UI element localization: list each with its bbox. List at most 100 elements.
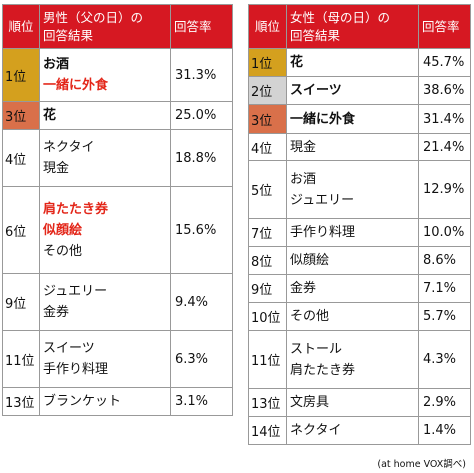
item-text: ストール — [290, 341, 343, 357]
table-row: 13位 文房具 2.9% — [248, 388, 471, 417]
rate-cell: 12.9% — [418, 160, 471, 219]
table-row: 6位 肩たたき券 似顔絵 その他 15.6% — [2, 186, 233, 274]
rank-cell: 11位 — [248, 330, 287, 389]
rank-cell: 13位 — [248, 388, 287, 417]
rank-cell: 4位 — [248, 133, 287, 161]
title-line-2: 回答結果 — [43, 27, 94, 43]
item-cell: ネクタイ — [286, 416, 419, 445]
item-cell: ネクタイ 現金 — [39, 129, 171, 187]
table-header-row: 順位 男性（父の日）の 回答結果 回答率 — [2, 4, 233, 49]
father-day-results-table: 順位 男性（父の日）の 回答結果 回答率 1位 お酒 一緒に外食 31.3% 3… — [2, 4, 233, 416]
item-text: お酒 — [290, 171, 317, 187]
rank-cell: 11位 — [2, 330, 40, 388]
rank-cell: 5位 — [248, 160, 287, 219]
item-text: 金券 — [43, 305, 70, 320]
title-line-2: 回答結果 — [290, 27, 341, 43]
table-row: 7位 手作り料理 10.0% — [248, 218, 471, 247]
title-line-1: 女性（母の日）の — [290, 9, 391, 25]
item-text: 肩たたき券 — [43, 201, 109, 217]
rank-cell: 2位 — [248, 76, 287, 105]
item-cell: 似顔絵 — [286, 246, 419, 275]
rate-cell: 2.9% — [418, 388, 471, 417]
rank-cell: 6位 — [2, 186, 40, 274]
rank-cell: 1位 — [2, 48, 40, 102]
rate-header: 回答率 — [170, 4, 233, 49]
rate-cell: 7.1% — [418, 274, 471, 303]
rate-cell: 18.8% — [170, 129, 233, 187]
item-text: 一緒に外食 — [43, 78, 109, 93]
item-text: スイーツ — [43, 341, 95, 356]
title-header: 男性（父の日）の 回答結果 — [39, 4, 171, 49]
table-row: 1位 花 45.7% — [248, 48, 471, 77]
table-header-row: 順位 女性（母の日）の 回答結果 回答率 — [248, 4, 471, 49]
title-line-1: 男性（父の日）の — [43, 9, 144, 25]
item-cell: 花 — [39, 101, 171, 130]
item-text: ジュエリー — [43, 284, 108, 299]
item-text: お酒 — [43, 57, 70, 72]
rate-cell: 21.4% — [418, 133, 471, 161]
rate-cell: 6.3% — [170, 330, 233, 388]
rate-cell: 9.4% — [170, 273, 233, 331]
table-row: 4位 ネクタイ 現金 18.8% — [2, 129, 233, 187]
item-cell: 金券 — [286, 274, 419, 303]
table-row: 2位 スイーツ 38.6% — [248, 76, 471, 105]
item-cell: スイーツ — [286, 76, 419, 105]
item-text: ネクタイ — [43, 140, 95, 155]
rank-cell: 1位 — [248, 48, 287, 77]
item-cell: 一緒に外食 — [286, 104, 419, 134]
title-header: 女性（母の日）の 回答結果 — [286, 4, 419, 49]
item-cell: ジュエリー 金券 — [39, 273, 171, 331]
rate-cell: 31.4% — [418, 104, 471, 134]
item-cell: 手作り料理 — [286, 218, 419, 247]
rank-cell: 3位 — [248, 104, 287, 134]
item-cell: 文房具 — [286, 388, 419, 417]
rate-cell: 4.3% — [418, 330, 471, 389]
rate-header: 回答率 — [418, 4, 471, 49]
source-credit: (at home VOX調べ) — [377, 459, 466, 470]
table-row: 14位 ネクタイ 1.4% — [248, 416, 471, 445]
rank-header: 順位 — [248, 4, 287, 49]
rate-cell: 45.7% — [418, 48, 471, 77]
item-cell: スイーツ 手作り料理 — [39, 330, 171, 388]
item-cell: ブランケット — [39, 387, 171, 416]
table-row: 3位 花 25.0% — [2, 101, 233, 130]
table-row: 4位 現金 21.4% — [248, 133, 471, 161]
table-row: 1位 お酒 一緒に外食 31.3% — [2, 48, 233, 102]
item-cell: 花 — [286, 48, 419, 77]
rate-cell: 31.3% — [170, 48, 233, 102]
item-text: 手作り料理 — [43, 362, 109, 377]
rate-cell: 3.1% — [170, 387, 233, 416]
item-text: 現金 — [43, 161, 70, 176]
item-cell: その他 — [286, 302, 419, 331]
table-row: 5位 お酒 ジュエリー 12.9% — [248, 160, 471, 219]
table-row: 11位 スイーツ 手作り料理 6.3% — [2, 330, 233, 388]
rank-header: 順位 — [2, 4, 40, 49]
rate-cell: 1.4% — [418, 416, 471, 445]
mother-day-results-table: 順位 女性（母の日）の 回答結果 回答率 1位 花 45.7% 2位 スイーツ … — [248, 4, 471, 445]
rank-cell: 9位 — [2, 273, 40, 331]
rank-cell: 7位 — [248, 218, 287, 247]
rank-cell: 10位 — [248, 302, 287, 331]
rate-cell: 10.0% — [418, 218, 471, 247]
item-text: ジュエリー — [290, 192, 355, 208]
rate-cell: 15.6% — [170, 186, 233, 274]
item-text: 似顔絵 — [43, 222, 83, 238]
rate-cell: 8.6% — [418, 246, 471, 275]
table-row: 3位 一緒に外食 31.4% — [248, 104, 471, 134]
rate-cell: 38.6% — [418, 76, 471, 105]
table-row: 13位 ブランケット 3.1% — [2, 387, 233, 416]
rank-cell: 13位 — [2, 387, 40, 416]
item-cell: 肩たたき券 似顔絵 その他 — [39, 186, 171, 274]
item-cell: 現金 — [286, 133, 419, 161]
table-row: 8位 似顔絵 8.6% — [248, 246, 471, 275]
item-cell: ストール 肩たたき券 — [286, 330, 419, 389]
rank-cell: 3位 — [2, 101, 40, 130]
table-row: 9位 ジュエリー 金券 9.4% — [2, 273, 233, 331]
item-cell: お酒 ジュエリー — [286, 160, 419, 219]
rate-cell: 5.7% — [418, 302, 471, 331]
item-text: 肩たたき券 — [290, 362, 356, 378]
table-row: 10位 その他 5.7% — [248, 302, 471, 331]
table-row: 11位 ストール 肩たたき券 4.3% — [248, 330, 471, 389]
rank-cell: 14位 — [248, 416, 287, 445]
item-cell: お酒 一緒に外食 — [39, 48, 171, 102]
